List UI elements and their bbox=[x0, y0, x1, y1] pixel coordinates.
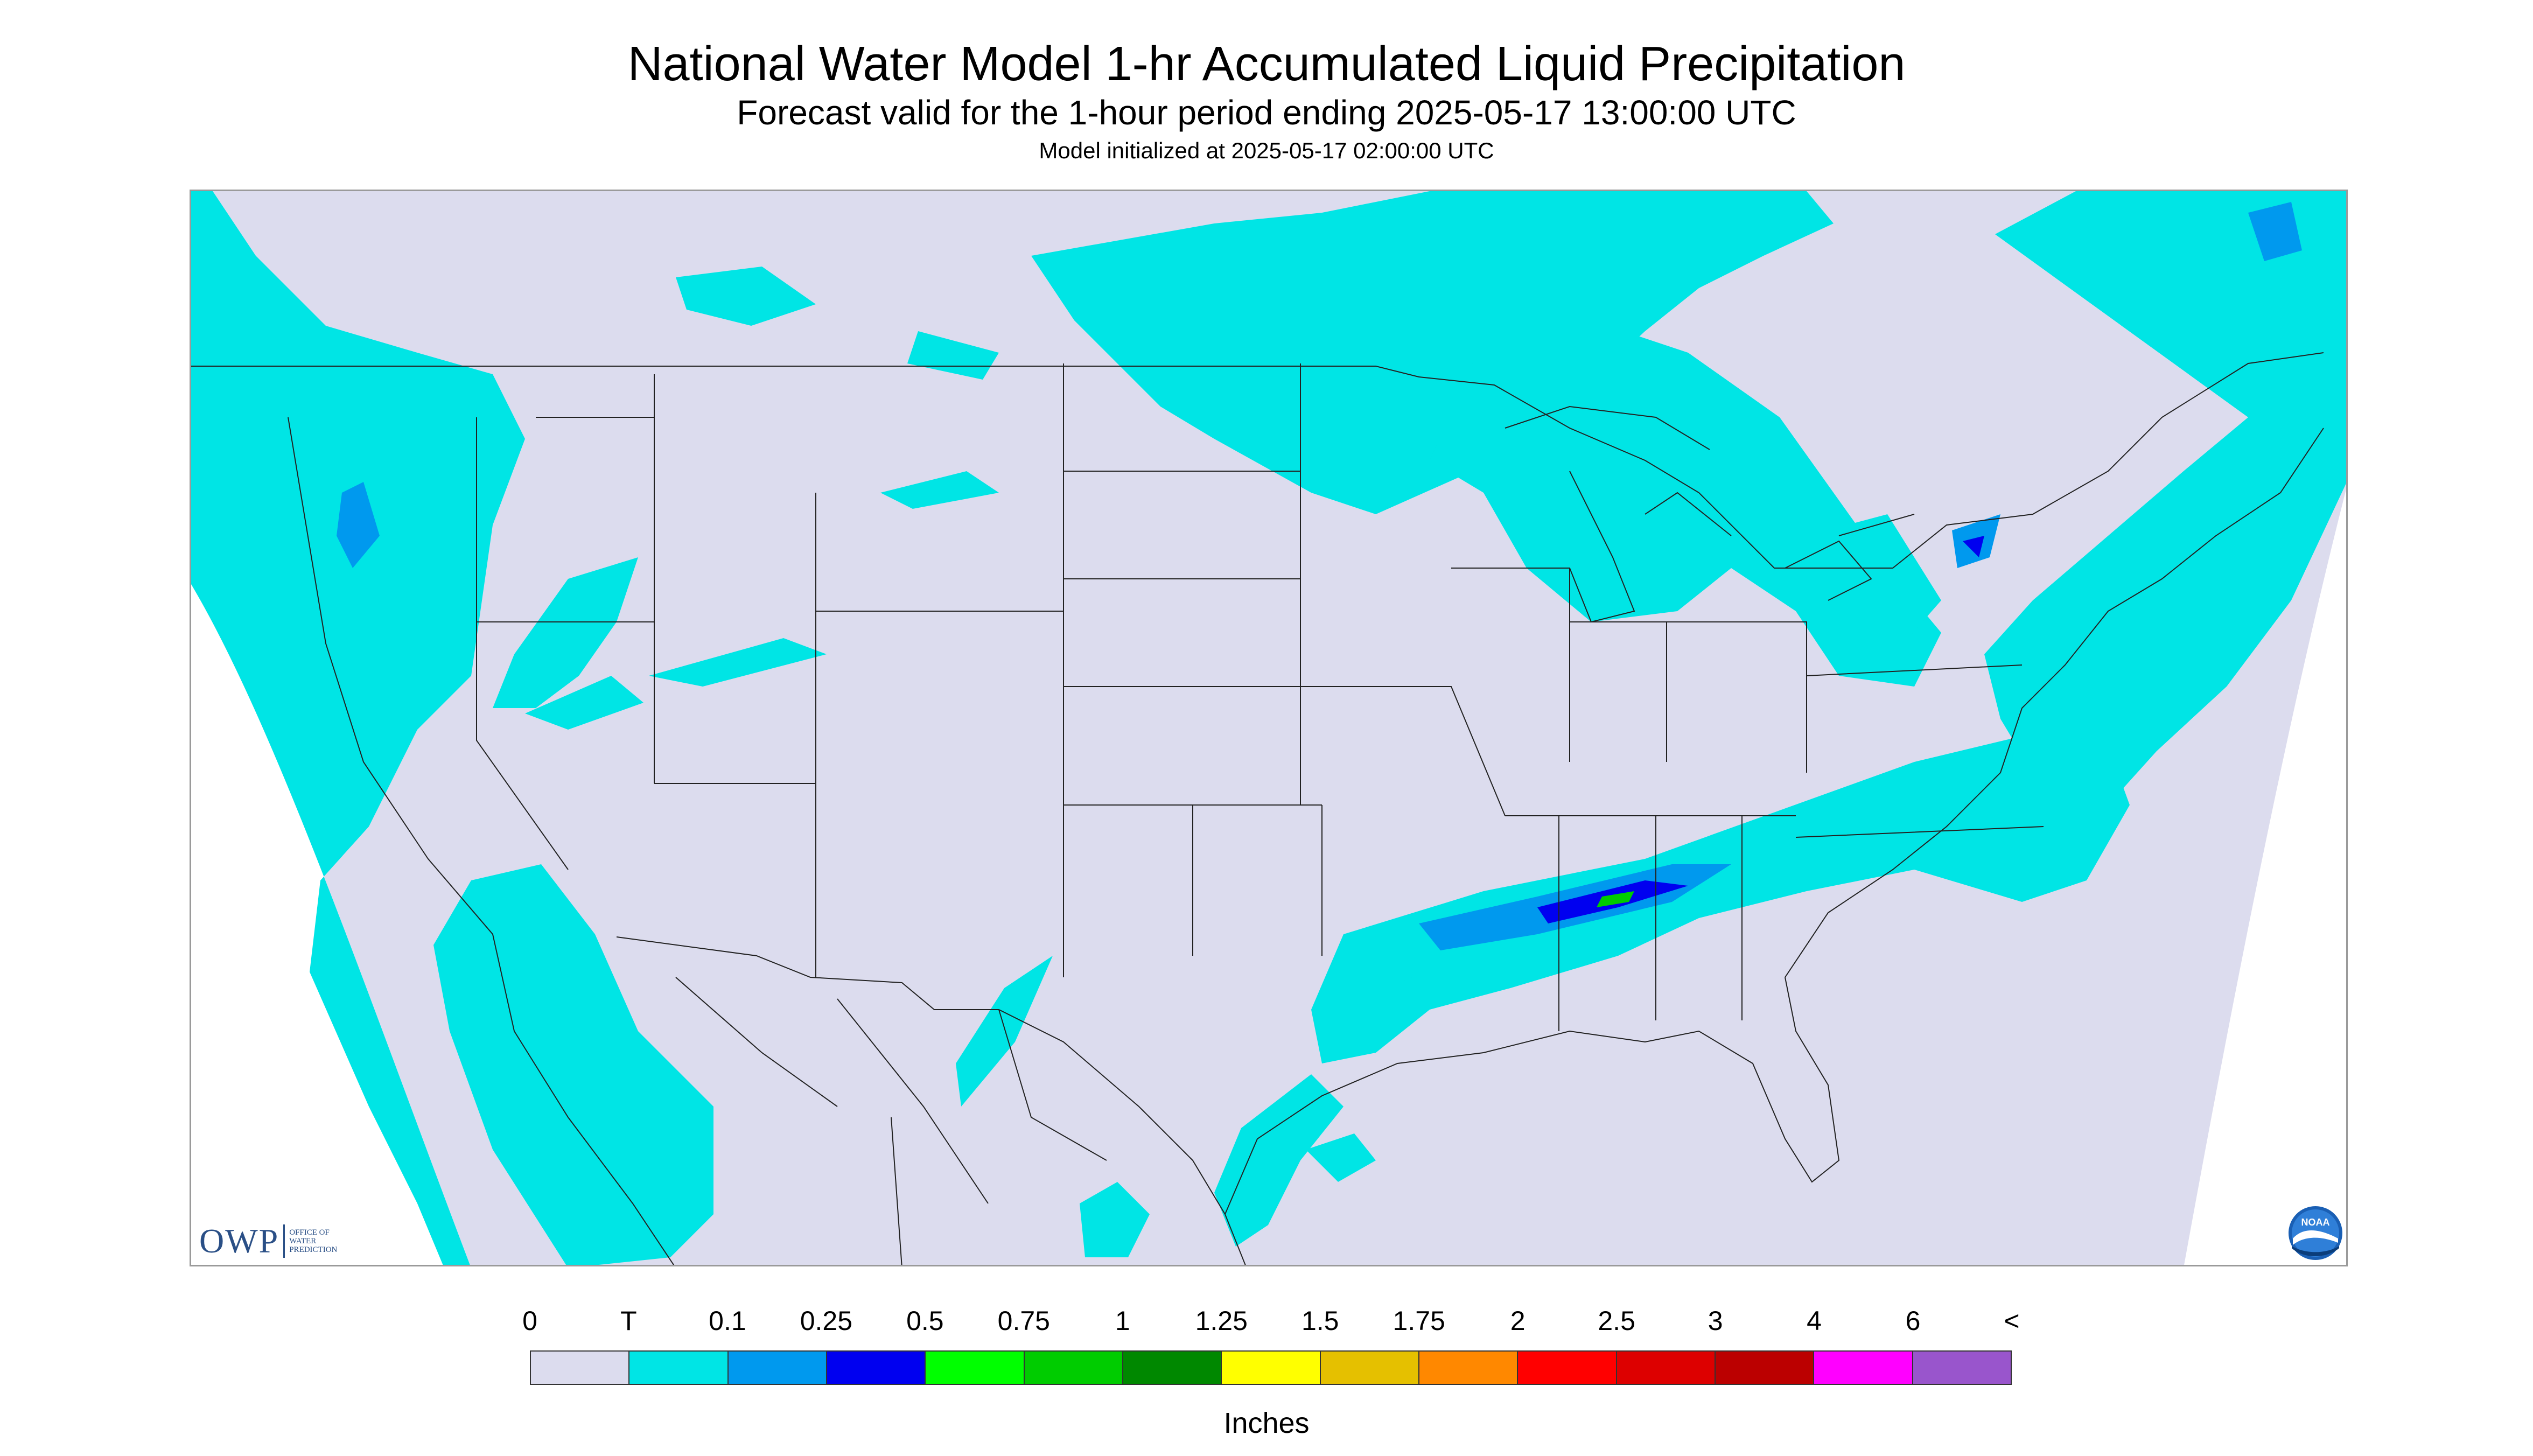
legend-swatch bbox=[1913, 1352, 2011, 1384]
precip-heavy-layer bbox=[337, 202, 2302, 950]
west-coast bbox=[288, 417, 675, 1265]
legend-tick-label: 3 bbox=[1708, 1306, 1723, 1336]
legend-swatch bbox=[1123, 1352, 1222, 1384]
precip-texas-coast bbox=[1214, 1074, 1344, 1247]
legend-swatch bbox=[1419, 1352, 1519, 1384]
legend-tick-label: 2 bbox=[1510, 1306, 1526, 1336]
legend-tick-label: 1 bbox=[1115, 1306, 1130, 1336]
precip-utah-streak bbox=[649, 638, 827, 687]
precip-great-lakes bbox=[1430, 320, 1941, 687]
noaa-logo-text: NOAA bbox=[2301, 1217, 2330, 1228]
map-title: National Water Model 1-hr Accumulated Li… bbox=[627, 37, 1906, 91]
precip-ny-max bbox=[1963, 536, 1984, 557]
legend-swatch bbox=[1222, 1352, 1321, 1384]
noaa-logo: NOAA bbox=[2289, 1206, 2342, 1260]
legend-colorbar bbox=[530, 1350, 2012, 1385]
precip-nevada-streak bbox=[525, 676, 643, 730]
precip-south-band bbox=[1311, 730, 2130, 1063]
great-lakes-outline bbox=[1505, 405, 1915, 623]
precip-northeast bbox=[1984, 191, 2346, 837]
owp-logo-subtext: OFFICE OF WATER PREDICTION bbox=[289, 1228, 337, 1254]
legend-tick-label: 0 bbox=[522, 1306, 537, 1336]
precip-northern-plains bbox=[1031, 191, 1834, 514]
owp-logo-divider bbox=[283, 1224, 285, 1258]
legend-tick-label: 2.5 bbox=[1598, 1306, 1635, 1336]
precip-tn-valley-green bbox=[1597, 891, 1634, 907]
mexico-states bbox=[675, 977, 1107, 1265]
precip-nw-interior bbox=[277, 423, 471, 676]
legend-tick-label: 4 bbox=[1807, 1306, 1822, 1336]
legend-swatch bbox=[1617, 1352, 1716, 1384]
boundary-layer bbox=[191, 352, 2324, 1265]
legend-swatch bbox=[926, 1352, 1025, 1384]
precip-se-texas-streak bbox=[1370, 967, 1462, 1015]
gulf-coast bbox=[1224, 977, 1840, 1215]
legend-swatch bbox=[1814, 1352, 1913, 1384]
legend-tick-label: 0.5 bbox=[906, 1306, 944, 1336]
precip-mid-atlantic bbox=[1807, 514, 1941, 643]
precip-pacific-northwest bbox=[191, 191, 525, 1265]
legend-tick-label: 1.75 bbox=[1393, 1306, 1445, 1336]
legend-swatch bbox=[531, 1352, 630, 1384]
legend-swatch bbox=[728, 1352, 827, 1384]
legend-units: Inches bbox=[1223, 1407, 1310, 1439]
precip-trace-layer bbox=[191, 191, 2346, 1265]
color-legend: 0 T 0.1 0.25 0.5 0.75 1 1.25 1.5 1.75 2 2.5 3 4 6 < Inc… bbox=[0, 1292, 2533, 1454]
legend-tick-label: 1.25 bbox=[1195, 1306, 1248, 1336]
precip-maine-core bbox=[2248, 202, 2302, 261]
precip-montana-blobs bbox=[676, 267, 816, 326]
owp-sub-line: OFFICE OF bbox=[289, 1228, 330, 1237]
legend-swatch bbox=[1024, 1352, 1123, 1384]
legend-swatch bbox=[1518, 1352, 1617, 1384]
precip-idaho bbox=[493, 557, 638, 708]
legend-swatch bbox=[1320, 1352, 1419, 1384]
owp-logo-text: OWP bbox=[199, 1222, 279, 1260]
precip-mexico-patch bbox=[1080, 1182, 1150, 1257]
map-canvas bbox=[191, 191, 2346, 1265]
east-coast bbox=[1785, 428, 2324, 978]
owp-logo: OWP OFFICE OF WATER PREDICTION bbox=[199, 1220, 337, 1263]
precipitation-map bbox=[190, 190, 2348, 1266]
legend-tick-label: 6 bbox=[1905, 1306, 1921, 1336]
state-lines-central bbox=[1063, 363, 1506, 977]
legend-tick-label: 0.75 bbox=[997, 1306, 1050, 1336]
legend-tick-label: 0.1 bbox=[709, 1306, 746, 1336]
legend-tick-label: 1.5 bbox=[1301, 1306, 1339, 1336]
legend-swatch bbox=[1715, 1352, 1815, 1384]
precip-west-texas-streak bbox=[956, 956, 1053, 1107]
precip-wyoming-streak bbox=[880, 471, 999, 509]
owp-sub-line: PREDICTION bbox=[289, 1245, 338, 1254]
precip-nd-blobs bbox=[907, 331, 999, 380]
precip-gulf-offshore bbox=[1306, 1133, 1376, 1182]
precip-baja bbox=[433, 864, 713, 1265]
legend-tick-label: 0.25 bbox=[800, 1306, 853, 1336]
legend-tick-label: < bbox=[2004, 1306, 2020, 1336]
legend-tick-label: T bbox=[620, 1306, 637, 1336]
model-init-text: Model initialized at 2025-05-17 02:00:00… bbox=[1039, 138, 1494, 163]
canada-border bbox=[191, 352, 2324, 569]
legend-swatch bbox=[827, 1352, 926, 1384]
precip-oregon-core bbox=[337, 482, 380, 568]
owp-sub-line: WATER bbox=[289, 1237, 317, 1245]
legend-swatch bbox=[629, 1352, 729, 1384]
map-subtitle: Forecast valid for the 1-hour period end… bbox=[737, 93, 1796, 132]
state-lines-west bbox=[476, 363, 1064, 977]
